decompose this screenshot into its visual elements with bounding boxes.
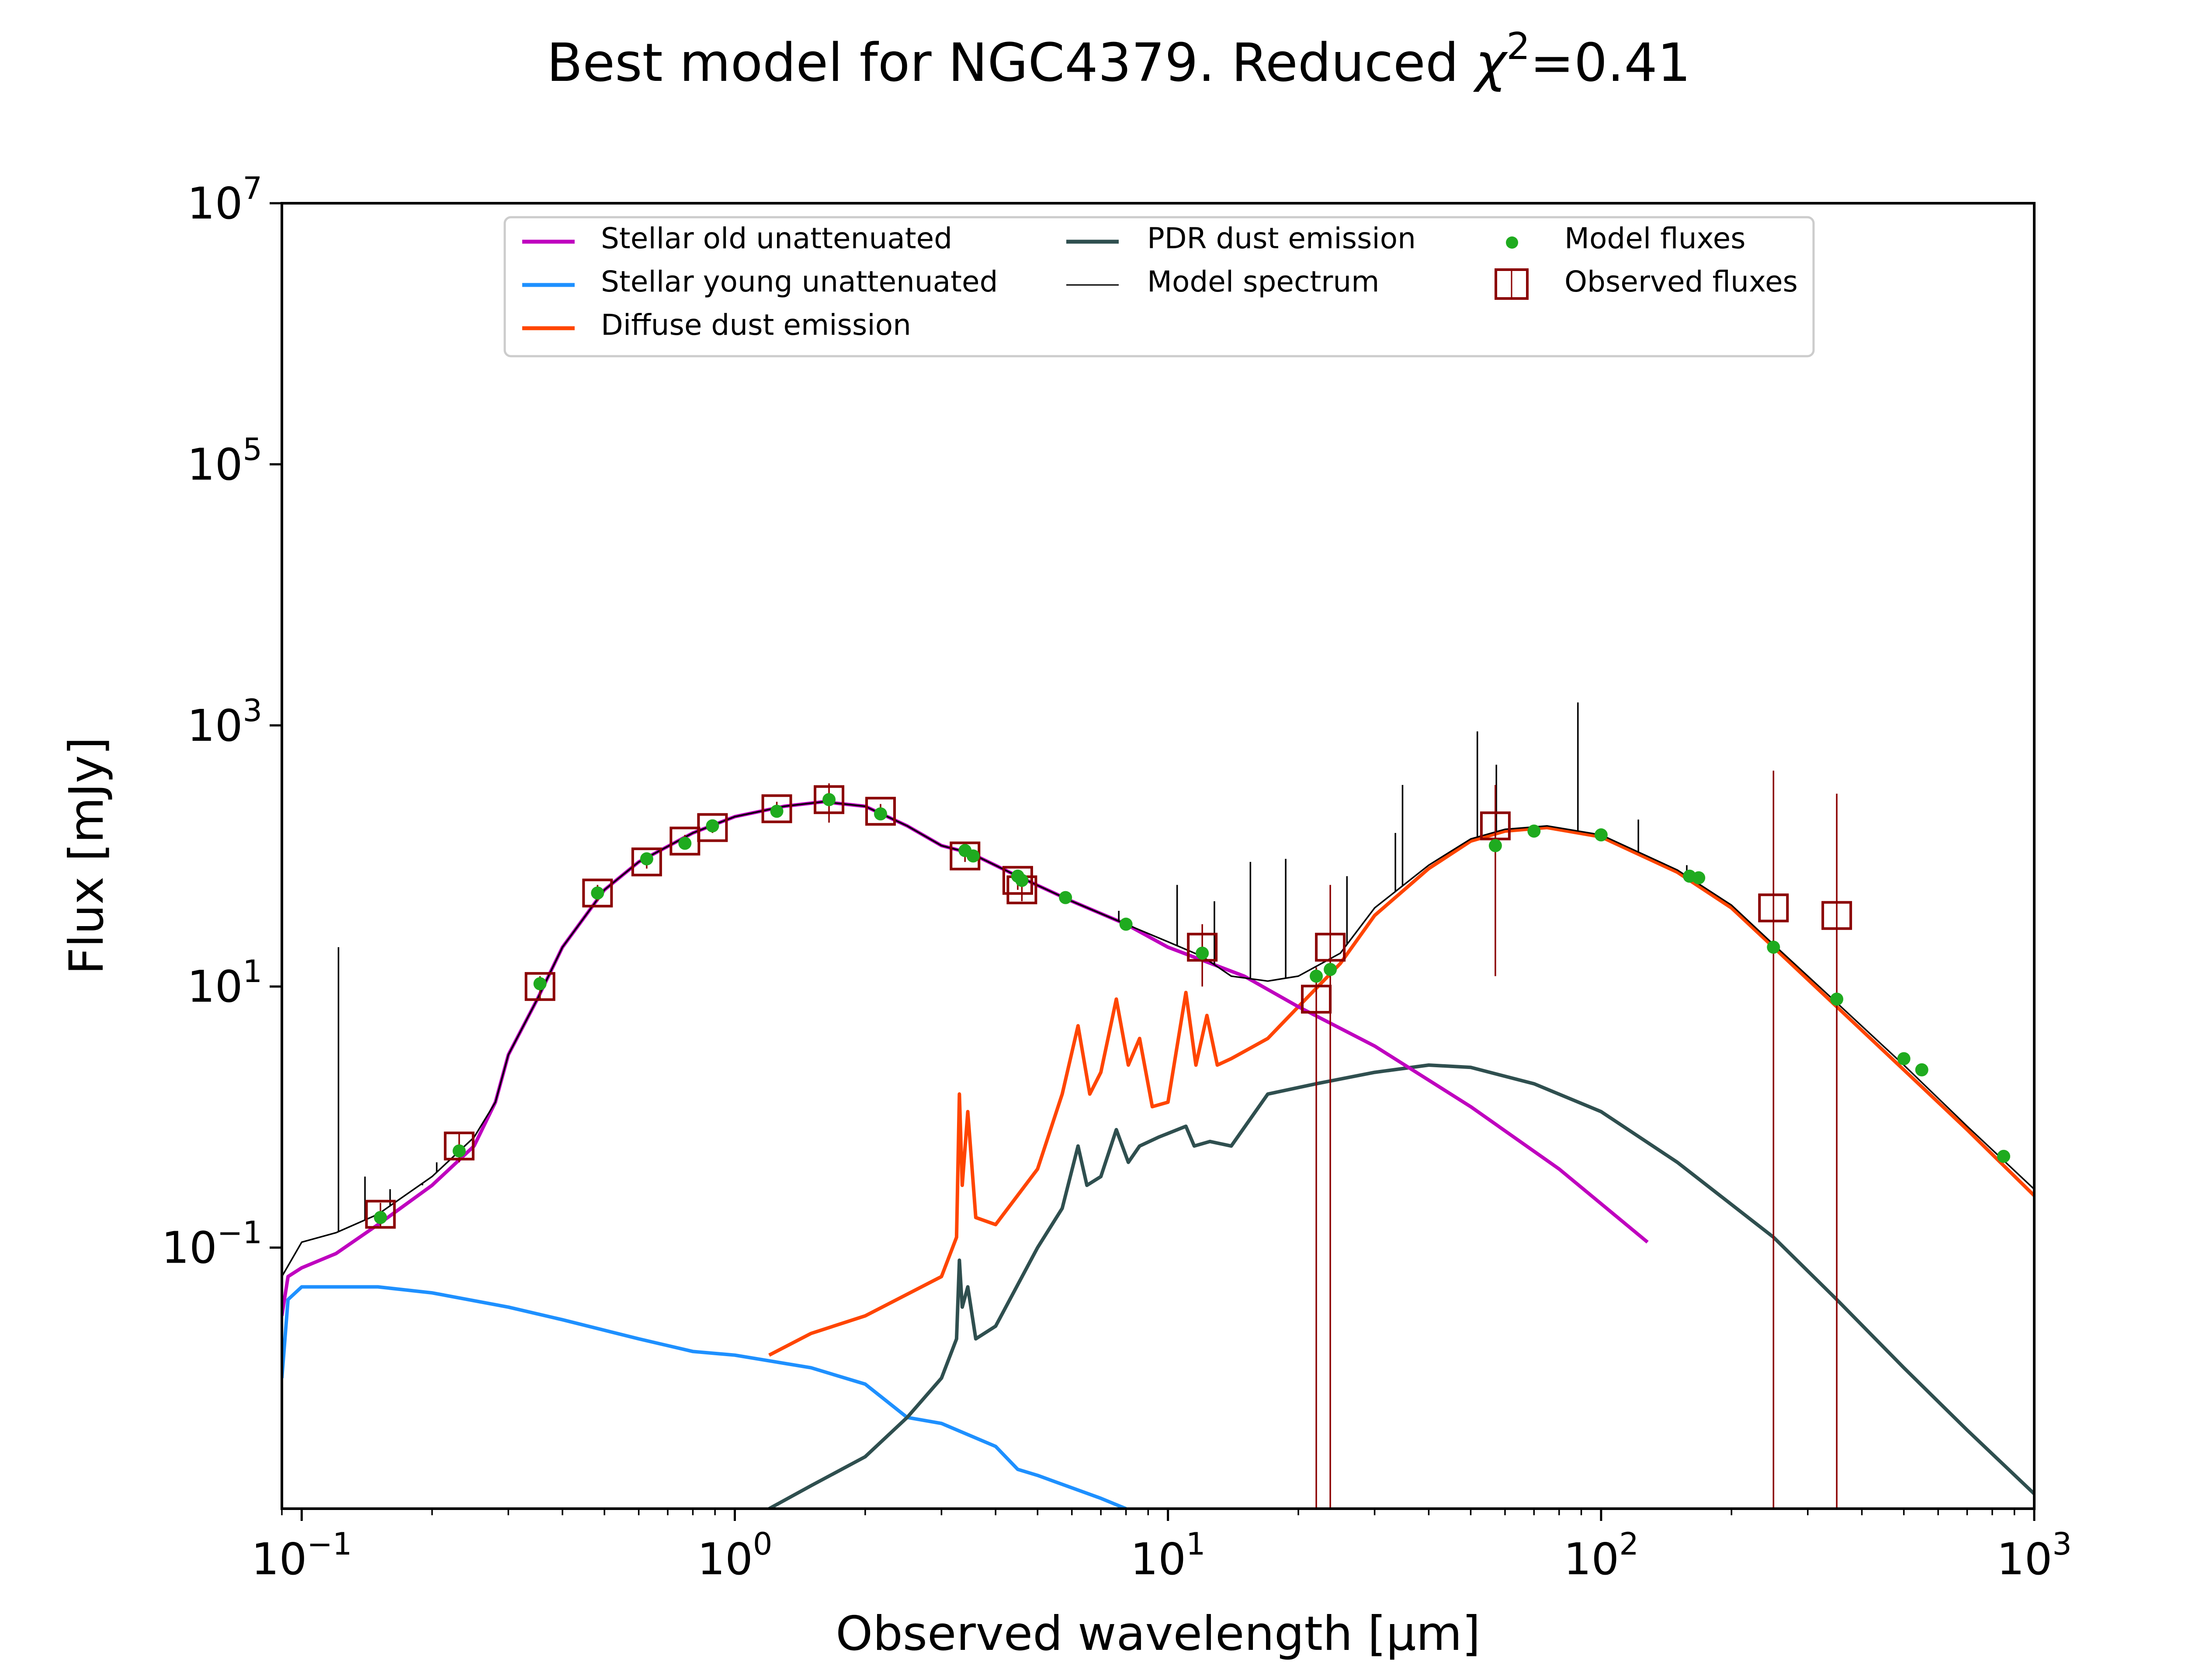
observed-flux-marker — [697, 813, 728, 842]
x-axis-label: Observed wavelength [μm] — [836, 1607, 1481, 1661]
y-tick-label: 105 — [187, 431, 262, 490]
model-flux-point — [640, 852, 653, 866]
observed-flux-marker — [365, 1200, 396, 1229]
series-layer — [282, 702, 2034, 1509]
legend-label-diffuse-dust: Diffuse dust emission — [601, 308, 911, 342]
y-tick-label: 107 — [187, 170, 262, 229]
observed-flux-marker — [1187, 933, 1218, 962]
series-stellar-young-unattenuated — [282, 1285, 1127, 1509]
model-flux-point — [591, 886, 604, 900]
chart-title: Best model for NGC4379. Reduced χ2=0.41 — [547, 25, 1691, 94]
series-diffuse-dust-emission — [768, 826, 2034, 1357]
x-tick-label: 10−1 — [251, 1526, 352, 1585]
observed-flux-marker — [524, 972, 555, 1001]
legend-box — [503, 216, 1815, 358]
model-flux-point — [533, 977, 547, 990]
x-tick-label: 102 — [1564, 1526, 1639, 1585]
model-flux-point — [678, 837, 692, 850]
model-flux-point — [1767, 941, 1780, 954]
observed-flux-marker — [444, 1132, 475, 1161]
model-flux-point — [770, 805, 784, 818]
model-flux-point — [1915, 1063, 1928, 1076]
model-flux-point — [1059, 891, 1072, 904]
model-flux-point — [374, 1211, 387, 1224]
model-flux-point — [1310, 969, 1323, 983]
y-tick-label: 101 — [187, 954, 262, 1012]
model-flux-point — [706, 819, 719, 833]
model-flux-point — [1015, 874, 1029, 887]
model-flux-point — [1324, 963, 1337, 976]
y-axis-label: Flux [mJy] — [59, 737, 114, 975]
y-tick-label: 10−1 — [162, 1215, 262, 1274]
model-flux-point — [1692, 871, 1706, 885]
plot-frame — [281, 202, 2036, 1510]
legend: Stellar old unattenuated Stellar young u… — [503, 216, 1815, 358]
series-model-spectrum — [282, 801, 2034, 1277]
x-tick-label: 100 — [697, 1526, 773, 1585]
model-flux-point — [1897, 1052, 1911, 1066]
model-flux-point — [1488, 839, 1502, 852]
observed-flux-marker — [1821, 901, 1852, 930]
series-pdr-dust-emission — [768, 1063, 2034, 1509]
x-tick-label: 101 — [1131, 1526, 1206, 1585]
model-flux-point — [1527, 824, 1541, 838]
legend-label-stellar-old: Stellar old unattenuated — [601, 222, 952, 255]
y-tick-label: 103 — [187, 693, 262, 751]
observed-flux-marker — [865, 797, 896, 826]
model-flux-point — [1594, 828, 1608, 842]
observed-flux-marker — [761, 794, 792, 823]
model-flux-point — [874, 807, 888, 821]
observed-flux-marker — [1002, 866, 1033, 895]
legend-label-observed-fluxes: Observed fluxes — [1564, 265, 1798, 299]
legend-label-pdr-dust: PDR dust emission — [1147, 222, 1416, 255]
legend-swatch-model-fluxes — [1506, 236, 1518, 249]
model-flux-point — [1196, 946, 1209, 960]
model-flux-point — [452, 1144, 466, 1158]
model-flux-point — [1830, 993, 1844, 1006]
observed-flux-marker — [1480, 811, 1511, 840]
observed-flux-marker — [1758, 893, 1789, 923]
observed-flux-marker — [582, 878, 613, 908]
observed-flux-marker — [1315, 933, 1346, 962]
ticks-layer: 10−1 100 101 102 103 10−1 101 103 105 107 — [162, 170, 2072, 1585]
model-flux-point — [1997, 1149, 2011, 1163]
model-flux-point — [966, 849, 980, 863]
model-flux-point — [822, 793, 836, 806]
points-layer — [365, 771, 2011, 1509]
legend-label-model-spectrum: Model spectrum — [1147, 265, 1379, 299]
model-flux-point — [1119, 917, 1133, 931]
observed-flux-marker — [631, 847, 662, 877]
legend-label-model-fluxes: Model fluxes — [1564, 222, 1746, 255]
observed-flux-marker — [814, 785, 845, 814]
x-tick-label: 103 — [1997, 1526, 2072, 1585]
legend-label-stellar-young: Stellar young unattenuated — [601, 265, 998, 299]
